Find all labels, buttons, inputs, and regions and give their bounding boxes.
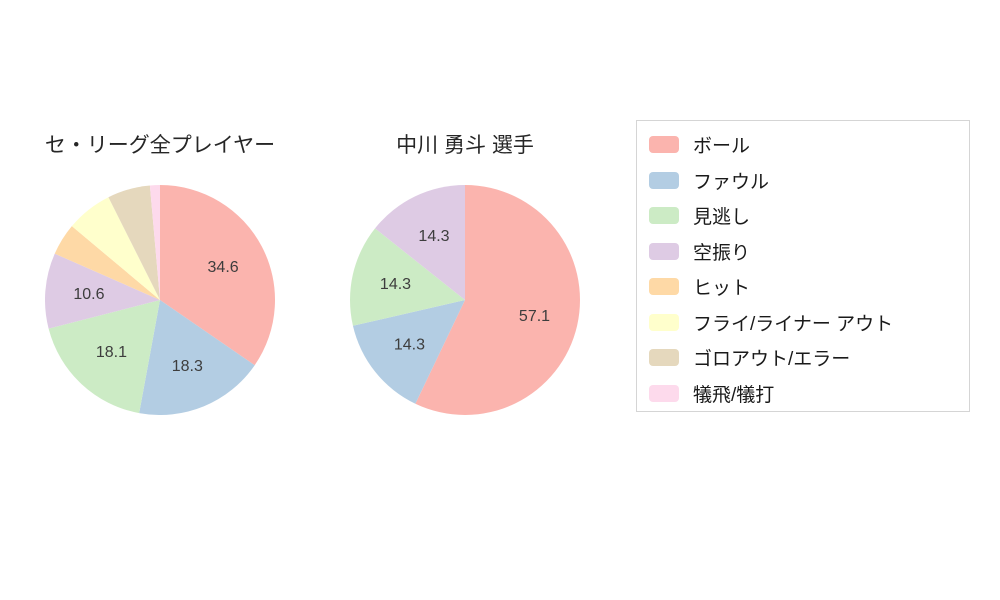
pie-slice-1: [352, 300, 465, 404]
legend-item: ヒット: [637, 269, 969, 305]
legend-label: ヒット: [693, 278, 751, 300]
legend-swatch: [649, 171, 679, 189]
legend-item-list: ボールファウル見逃し空振りヒットフライ/ライナー アウト ゴロアウト/エラー 犠飛/…: [637, 121, 969, 411]
legend-label: 空振り: [693, 242, 751, 264]
legend: ボールファウル見逃し空振りヒットフライ/ライナー アウト ゴロアウト/エラー 犠飛/…: [636, 120, 970, 412]
legend-swatch: [649, 349, 679, 367]
pie-slice-0: [160, 185, 275, 366]
legend-swatch: [649, 242, 679, 260]
pie-slice-0: [415, 185, 580, 415]
legend-item: ファウル: [637, 163, 969, 199]
pie-slice-7: [149, 185, 160, 300]
pie-slice-3: [45, 253, 160, 329]
legend-label: ゴロアウト/エラー: [693, 349, 851, 371]
legend-label: 見逃し: [693, 207, 751, 229]
legend-item: ボール: [637, 127, 969, 163]
pie-chart-league-all-players: 34.6 18.3 18.1 10.6: [45, 185, 275, 415]
pie-chart-player-nakagawa: 57.1 14.3 14.3 14.3: [350, 185, 580, 415]
legend-swatch: [649, 278, 679, 296]
pie-value-label: 14.3: [380, 276, 411, 293]
legend-label: フライ/ライナー アウト: [693, 313, 894, 335]
chart-title-player-nakagawa: 中川 勇斗 選手: [396, 134, 534, 157]
pie-value-label: 14.3: [418, 228, 449, 245]
pie-value-label: 14.3: [394, 337, 425, 354]
pie-slice-6: [108, 185, 160, 300]
legend-item: フライ/ライナー アウト: [637, 305, 969, 341]
pie-value-label: 18.3: [172, 358, 203, 375]
pie-value-label: 10.6: [73, 286, 104, 303]
pie-slice-2: [48, 300, 160, 414]
pie-value-label: 18.1: [96, 344, 127, 361]
legend-item: 空振り: [637, 234, 969, 270]
legend-item: 犠飛/犠打: [637, 376, 969, 412]
pie-slice-3: [375, 185, 465, 300]
pie-value-label: 34.6: [208, 259, 239, 276]
legend-swatch: [649, 313, 679, 331]
pie-value-label: 57.1: [519, 308, 550, 325]
legend-swatch: [649, 136, 679, 154]
legend-swatch: [649, 207, 679, 225]
legend-item: ゴロアウト/エラー: [637, 340, 969, 376]
legend-label: ボール: [693, 136, 751, 158]
pie-slice-2: [350, 228, 465, 326]
pie-slice-5: [71, 197, 160, 300]
legend-item: 見逃し: [637, 198, 969, 234]
legend-label: ファウル: [693, 171, 770, 193]
pie-slice-1: [139, 300, 255, 415]
pie-slice-4: [54, 226, 160, 300]
legend-swatch: [649, 384, 679, 402]
legend-label: 犠飛/犠打: [693, 384, 775, 406]
chart-title-league-all-players: セ・リーグ全プレイヤー: [44, 134, 276, 157]
